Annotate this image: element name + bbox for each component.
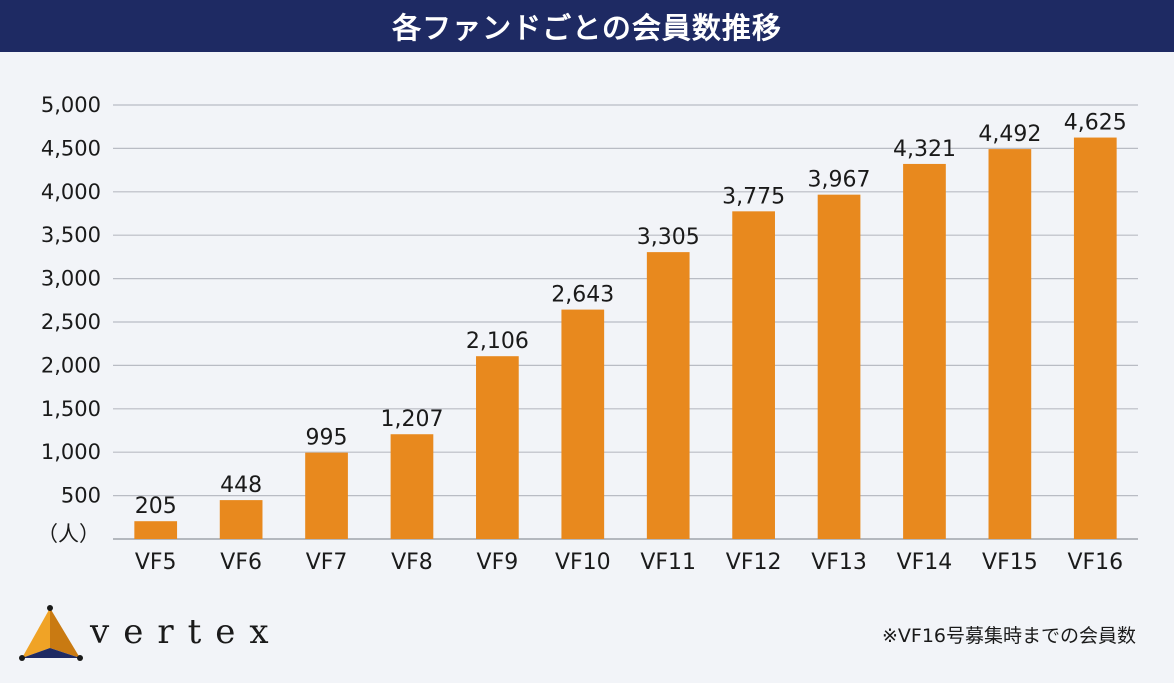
- bar-vf14: [903, 163, 946, 539]
- category-label: VF5: [135, 550, 177, 575]
- category-label: VF6: [220, 550, 262, 575]
- bar-vf16: [1073, 137, 1117, 540]
- y-tick-label: 2,500: [41, 310, 101, 334]
- y-tick-label: 4,000: [41, 180, 101, 204]
- category-label: VF7: [306, 550, 348, 575]
- y-unit-label: （人）: [37, 522, 100, 546]
- category-labels: VF5 VF6 VF7 VF8 VF9 VF10 VF11 VF12 VF13 VF14 VF15 V…: [135, 550, 1123, 575]
- data-label: 3,967: [808, 168, 871, 193]
- bar-vf6: [219, 500, 263, 539]
- data-labels: 205 448 995 1,207 2,106 2,643 3,305 3,775 3,967 4…: [135, 111, 1127, 520]
- bars: [134, 137, 1117, 540]
- y-tick-label: 1,500: [41, 397, 101, 421]
- bar-vf7: [305, 452, 348, 539]
- y-tick-label: 3,000: [41, 267, 101, 291]
- bar-vf11: [646, 252, 690, 539]
- data-label: 205: [135, 494, 177, 519]
- gridlines: [113, 104, 1138, 540]
- y-tick-label: 4,500: [41, 136, 101, 160]
- category-label: VF16: [1067, 550, 1123, 575]
- bar-vf10: [561, 309, 605, 539]
- category-label: VF15: [982, 550, 1038, 575]
- bar-vf8: [390, 434, 434, 539]
- category-label: VF11: [640, 550, 696, 575]
- data-label: 4,321: [893, 137, 956, 162]
- y-tick-label: 5,000: [41, 93, 101, 117]
- bar-vf12: [732, 211, 775, 539]
- data-label: 1,207: [380, 407, 443, 432]
- chart-title: 各ファンドごとの会員数推移: [0, 0, 1174, 52]
- brand-name: vertex: [90, 612, 283, 652]
- y-tick-label: 1,000: [41, 440, 101, 464]
- footnote: ※VF16号募集時までの会員数: [881, 625, 1136, 647]
- data-label: 3,775: [722, 184, 785, 209]
- bar-vf13: [817, 194, 861, 539]
- vertex-logo-icon: [19, 605, 83, 661]
- category-label: VF12: [726, 550, 782, 575]
- data-label: 4,492: [978, 122, 1041, 147]
- y-tick-label: 500: [61, 484, 101, 508]
- data-label: 3,305: [637, 225, 700, 250]
- y-tick-label: 2,000: [41, 353, 101, 377]
- category-label: VF13: [811, 550, 867, 575]
- bar-vf5: [134, 521, 178, 539]
- category-label: VF9: [477, 550, 519, 575]
- bar-vf15: [988, 149, 1032, 539]
- y-tick-labels: 500 1,000 1,500 2,000 2,500 3,000 3,500 4,000 4,…: [41, 93, 101, 508]
- y-tick-label: 3,500: [41, 223, 101, 247]
- bar-vf9: [476, 356, 519, 539]
- data-label: 448: [220, 473, 262, 498]
- category-label: VF14: [897, 550, 953, 575]
- category-label: VF10: [555, 550, 611, 575]
- bar-chart: 500 1,000 1,500 2,000 2,500 3,000 3,500 4,000 4,…: [37, 93, 1138, 575]
- data-label: 2,643: [551, 283, 614, 308]
- data-label: 2,106: [466, 329, 529, 354]
- data-label: 4,625: [1064, 111, 1127, 136]
- category-label: VF8: [391, 550, 433, 575]
- data-label: 995: [306, 426, 348, 451]
